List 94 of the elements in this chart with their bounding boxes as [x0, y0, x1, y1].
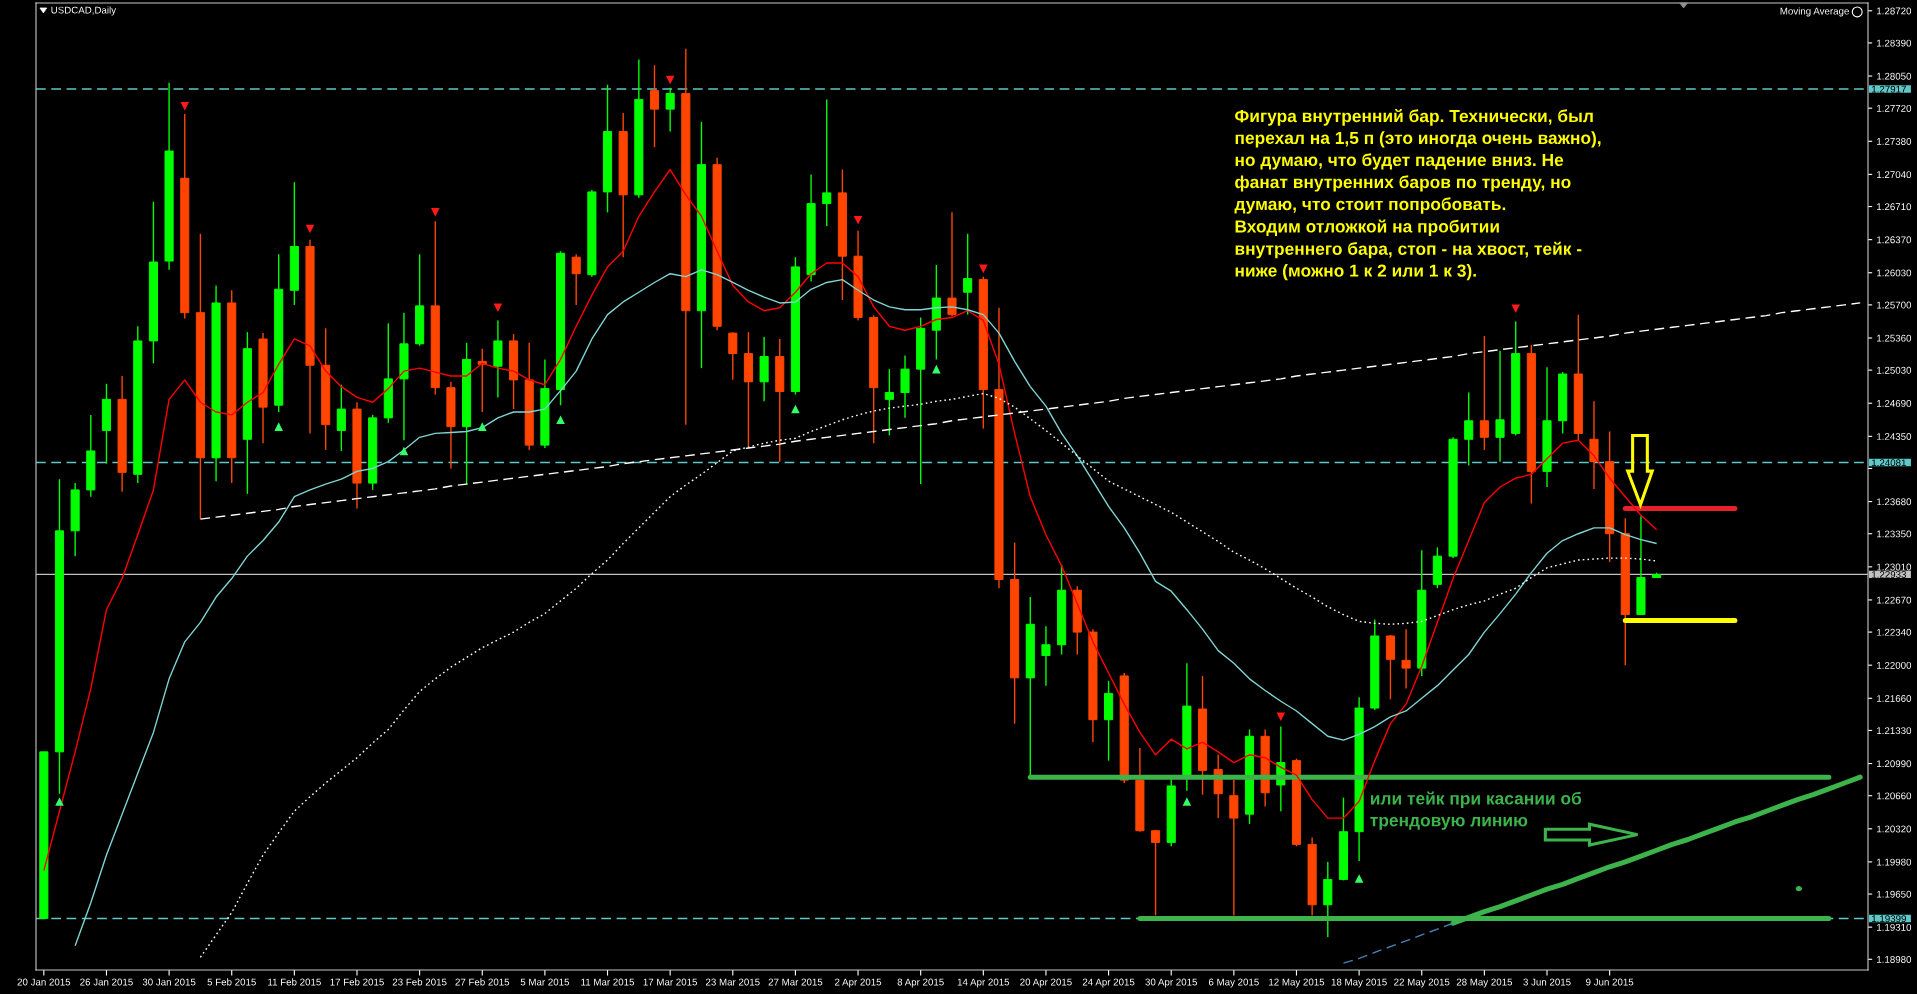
y-tick-label: 1.18980	[1877, 956, 1912, 963]
candlestick	[1229, 779, 1239, 917]
point	[274, 422, 283, 431]
candlestick	[900, 354, 910, 419]
candlestick	[571, 253, 581, 306]
y-tick-label: 1.23010	[1877, 563, 1912, 571]
y-tick-label: 1.25030	[1877, 366, 1912, 374]
candlestick	[1041, 625, 1051, 687]
y-tick-label: 1.26030	[1877, 269, 1912, 277]
x-tick-label: 20 Jan 2015	[17, 978, 71, 986]
x-tick-label: 12 May 2015	[1269, 978, 1325, 988]
candlestick	[1464, 391, 1474, 467]
x-tick-label: 14 Apr 2015	[957, 978, 1010, 988]
candlestick	[336, 384, 346, 452]
candlestick	[1401, 628, 1411, 690]
candlestick	[1385, 634, 1395, 700]
x-tick-label: 17 Mar 2015	[643, 978, 698, 986]
annotation: Moving Average	[1780, 7, 1849, 17]
x-tick-label: 5 Mar 2015	[520, 978, 570, 986]
point	[55, 797, 64, 806]
point	[1354, 874, 1364, 883]
candlestick	[822, 98, 832, 227]
y-tick-label: 1.19980	[1877, 858, 1912, 866]
y-tick-label: 1.23680	[1877, 498, 1912, 506]
candlestick	[665, 87, 675, 133]
candlestick	[1495, 349, 1505, 463]
line-series	[1342, 922, 1454, 964]
x-tick-label: 22 May 2015	[1394, 978, 1450, 988]
x-tick-label: 5 Feb 2015	[207, 978, 256, 986]
y-tick-label: 1.28390	[1877, 39, 1912, 47]
line-series	[43, 168, 1658, 872]
x-tick-label: 24 Apr 2015	[1082, 978, 1135, 988]
x-tick-label: 3 Jun 2015	[1523, 978, 1571, 986]
x-tick-label: 2 Apr 2015	[835, 978, 882, 988]
point	[1182, 797, 1192, 806]
candlestick	[728, 331, 738, 381]
y-tick-label: 1.28050	[1877, 72, 1912, 80]
y-tick-label: 1.25360	[1877, 334, 1912, 342]
y-tick-label: 1.21660	[1877, 695, 1912, 702]
y-tick-label: 1.24690	[1877, 399, 1912, 407]
x-tick-label: 30 Jan 2015	[142, 978, 196, 986]
y-tick-label: 1.24350	[1877, 433, 1912, 440]
y-tick-label: 1.27040	[1877, 171, 1912, 179]
ref-line-label: 1.19399	[1872, 915, 1906, 923]
x-tick-label: 28 May 2015	[1456, 978, 1513, 988]
y-tick-label: 1.27380	[1877, 138, 1912, 145]
candlestick	[947, 211, 957, 318]
y-tick-label: 1.20320	[1877, 825, 1912, 833]
x-tick-label: 6 May 2015	[1208, 978, 1259, 988]
point	[1511, 304, 1520, 314]
x-tick-label: 26 Jan 2015	[80, 978, 133, 986]
y-tick-label: 1.26710	[1877, 203, 1912, 211]
y-tick-label: 1.23350	[1877, 530, 1912, 538]
y-tick-label: 1.21330	[1877, 727, 1912, 735]
x-tick-label: 18 May 2015	[1331, 978, 1387, 988]
y-tick-label: 1.27720	[1877, 104, 1912, 112]
x-tick-label: 9 Jun 2015	[1586, 978, 1634, 986]
x-tick-label: 20 Apr 2015	[1020, 978, 1072, 988]
y-tick-label: 1.26370	[1877, 236, 1912, 244]
y-tick-label: 1.25700	[1877, 301, 1912, 309]
x-tick-label: 30 Apr 2015	[1145, 978, 1198, 988]
x-tick-label: 17 Feb 2015	[330, 978, 384, 986]
y-tick-label: 1.22340	[1877, 628, 1912, 636]
ref-line-label: 1.27917	[1872, 85, 1906, 93]
point	[180, 101, 190, 111]
point	[853, 215, 863, 225]
candlestick	[963, 233, 973, 316]
ref-line-label: 1.24081	[1872, 459, 1906, 467]
x-tick-label: 27 Feb 2015	[455, 978, 510, 986]
x-tick-label: 23 Feb 2015	[392, 978, 447, 986]
ref-line-label: 1.22933	[1872, 571, 1907, 578]
annotation: Фигура внутренний бар. Технически, был перехал на 1,5 п (это иногда очень важно), но думаю, что будет падение вниз. Не фанат внутренних баров по тренду, но думаю, что стоит попробовать. Входим отложкой на пробитии внутреннего бара, стоп - на хвост, тейк - ниже (можно 1 к 2 или 1 к 3).	[1234, 109, 1601, 281]
x-tick-label: 11 Feb 2015	[268, 978, 321, 986]
y-tick-label: 1.28720	[1877, 7, 1912, 15]
x-tick-label: 23 Mar 2015	[705, 978, 760, 986]
y-tick-label: 1.22670	[1877, 596, 1912, 604]
candlestick	[1479, 335, 1489, 451]
point	[556, 415, 565, 425]
y-tick-label: 1.20660	[1877, 792, 1912, 800]
annotation: или тейк при касании об трендовую линию	[1370, 791, 1582, 830]
y-tick-label: 1.19310	[1877, 923, 1912, 931]
y-tick-label: 1.19650	[1877, 890, 1912, 898]
y-tick-label: 1.22000	[1877, 661, 1912, 669]
y-tick-label: 1.20990	[1877, 760, 1912, 768]
candlestick	[1150, 829, 1161, 917]
x-tick-label: 27 Mar 2015	[768, 978, 823, 986]
candlestick	[649, 64, 660, 148]
candlestick	[884, 368, 894, 437]
x-tick-label: 11 Mar 2015	[581, 978, 635, 986]
candlestick	[1589, 400, 1599, 490]
chart-title: USDCAD,Daily	[51, 6, 117, 16]
point	[477, 422, 487, 431]
x-tick-label: 8 Apr 2015	[897, 978, 944, 988]
point	[431, 208, 440, 217]
